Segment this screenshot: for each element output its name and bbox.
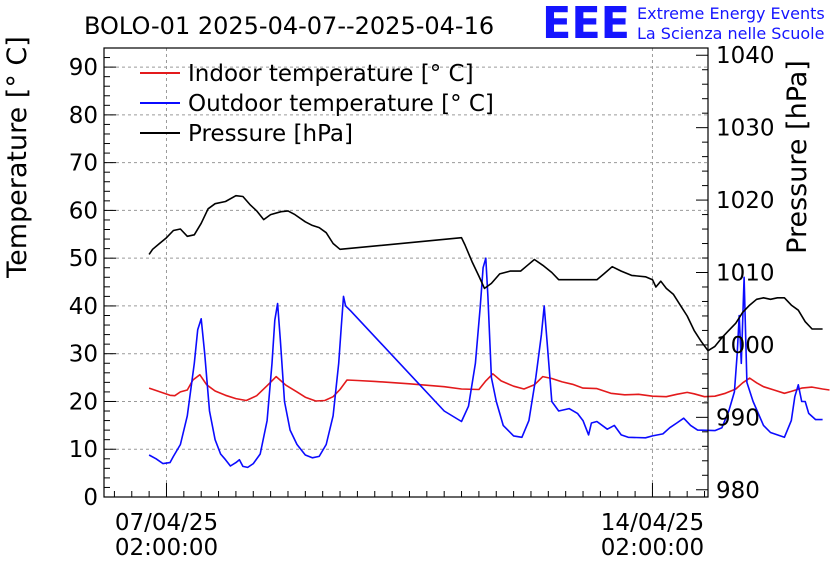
eee-logo: EEE Extreme Energy Events La Scienza nel…: [542, 0, 825, 49]
x-tick-time-label: 02:00:00: [601, 535, 704, 561]
series-layer: [148, 194, 830, 469]
x-tick-date-label: 07/04/25: [115, 510, 218, 536]
y-tick-label: 30: [69, 342, 98, 368]
axes: 0102030405060708090980990100010101020103…: [69, 43, 775, 561]
y-tick-label: 80: [69, 103, 98, 129]
legend-label: Indoor temperature [° C]: [188, 61, 474, 87]
legend-label: Outdoor temperature [° C]: [188, 91, 494, 117]
chart-title: BOLO-01 2025-04-07--2025-04-16: [84, 12, 494, 40]
y2-tick-label: 1030: [716, 116, 775, 142]
logo-line-1: Extreme Energy Events: [637, 4, 825, 23]
y-tick-label: 70: [69, 151, 98, 177]
y2-tick-label: 980: [716, 478, 760, 504]
y-axis-title-right: Pressure [hPa]: [782, 60, 813, 254]
y2-tick-label: 990: [716, 405, 760, 431]
grid: [104, 48, 708, 497]
x-tick-date-label: 14/04/25: [601, 510, 704, 536]
y2-tick-label: 1000: [716, 333, 775, 359]
y-tick-label: 60: [69, 198, 98, 224]
y-tick-label: 40: [69, 294, 98, 320]
y2-tick-label: 1020: [716, 188, 775, 214]
logo-line-2: La Scienza nelle Scuole: [637, 24, 824, 43]
y-tick-label: 90: [69, 55, 98, 81]
outdoor-temperature-line: [148, 257, 823, 469]
y2-tick-label: 1040: [716, 43, 775, 69]
indoor-temperature-line: [148, 372, 830, 402]
legend-label: Pressure [hPa]: [188, 121, 353, 147]
y-tick-label: 0: [83, 485, 98, 511]
y-tick-label: 20: [69, 389, 98, 415]
x-tick-time-label: 02:00:00: [115, 535, 218, 561]
pressure-series-line: [148, 194, 823, 352]
y-tick-label: 50: [69, 246, 98, 272]
logo-mark: EEE: [542, 0, 630, 49]
y-axis-title-left: Temperature [° C]: [2, 36, 33, 279]
y2-tick-label: 1010: [716, 261, 775, 287]
legend: Indoor temperature [° C] Outdoor temperat…: [140, 61, 494, 147]
y-tick-label: 10: [69, 437, 98, 463]
